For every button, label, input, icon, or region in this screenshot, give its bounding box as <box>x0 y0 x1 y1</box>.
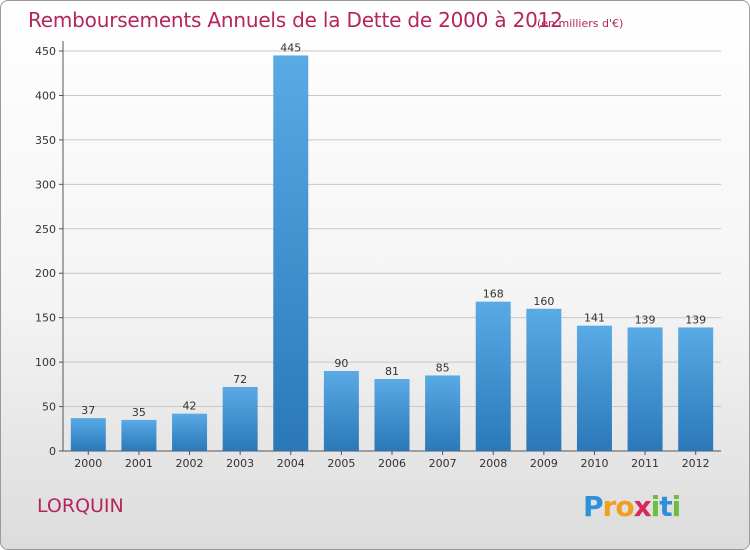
x-tick-label: 2001 <box>125 457 153 470</box>
bar-value-label: 139 <box>685 313 706 326</box>
bar-value-label: 85 <box>436 361 450 374</box>
bar-value-label: 141 <box>584 312 605 325</box>
bar <box>678 327 714 451</box>
bar <box>273 55 309 451</box>
bar-value-label: 72 <box>233 373 247 386</box>
bar-value-label: 90 <box>334 357 348 370</box>
bar <box>323 371 359 451</box>
bar-value-label: 445 <box>280 41 301 54</box>
bar-value-label: 160 <box>533 295 554 308</box>
logo-letter: o <box>615 490 634 523</box>
logo-letter: i <box>650 490 661 523</box>
bar <box>121 419 157 451</box>
x-tick-label: 2002 <box>176 457 204 470</box>
y-tick-label: 100 <box>35 356 56 369</box>
x-tick-label: 2009 <box>530 457 558 470</box>
bar <box>526 308 562 451</box>
y-tick-label: 250 <box>35 223 56 236</box>
x-tick-label: 2005 <box>327 457 355 470</box>
y-tick-label: 450 <box>35 45 56 58</box>
bar-value-label: 168 <box>483 288 504 301</box>
y-tick-label: 400 <box>35 89 56 102</box>
logo-letter: P <box>583 490 604 523</box>
bar <box>70 418 106 451</box>
x-tick-label: 2003 <box>226 457 254 470</box>
proxiti-logo: Proxiti <box>583 490 682 523</box>
bar <box>627 327 663 451</box>
x-tick-label: 2007 <box>429 457 457 470</box>
bar <box>172 413 208 451</box>
y-tick-label: 350 <box>35 134 56 147</box>
y-tick-label: 50 <box>42 401 56 414</box>
bar-value-label: 42 <box>183 400 197 413</box>
logo-letter: i <box>671 490 682 523</box>
chart-title: Remboursements Annuels de la Dette de 20… <box>28 8 563 32</box>
x-tick-label: 2010 <box>580 457 608 470</box>
bar-value-label: 37 <box>81 404 95 417</box>
bar <box>222 387 258 451</box>
logo-letter: t <box>659 490 672 523</box>
x-tick-label: 2004 <box>277 457 305 470</box>
bar-value-label: 35 <box>132 406 146 419</box>
commune-name: LORQUIN <box>37 495 124 517</box>
x-tick-label: 2008 <box>479 457 507 470</box>
bar <box>475 301 511 451</box>
y-tick-label: 150 <box>35 312 56 325</box>
logo-letter: x <box>633 490 652 523</box>
y-tick-label: 200 <box>35 267 56 280</box>
bar <box>425 375 461 451</box>
x-tick-label: 2012 <box>682 457 710 470</box>
x-tick-label: 2006 <box>378 457 406 470</box>
y-tick-label: 300 <box>35 178 56 191</box>
y-tick-label: 0 <box>49 445 56 458</box>
bar <box>576 325 612 451</box>
bar-value-label: 139 <box>635 313 656 326</box>
x-tick-label: 2011 <box>631 457 659 470</box>
unit-note: (en milliers d'€) <box>537 17 624 30</box>
bar-value-label: 81 <box>385 365 399 378</box>
bar <box>374 379 410 451</box>
x-tick-label: 2000 <box>74 457 102 470</box>
logo-letter: r <box>602 490 617 523</box>
